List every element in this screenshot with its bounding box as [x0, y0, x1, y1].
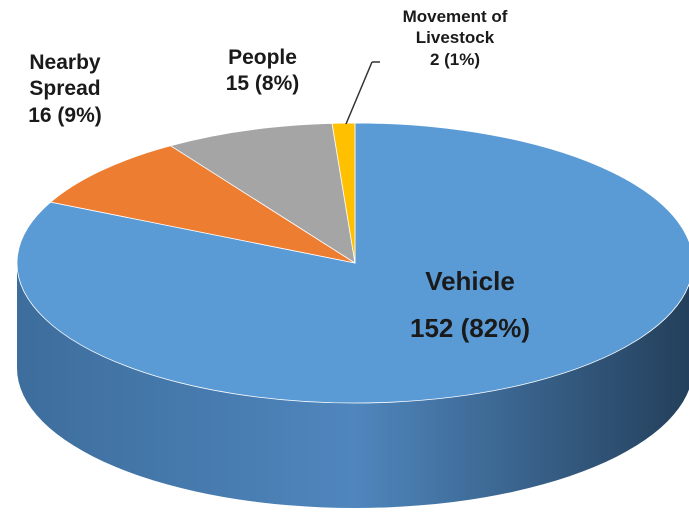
category-label: Movement of Livestock: [402, 7, 508, 48]
slice-label: Movement of Livestock 2 (1%): [380, 6, 530, 70]
value-label: 2 (1%): [429, 49, 481, 69]
value-label: 16 (9%): [28, 103, 102, 127]
slice: [49, 145, 356, 264]
category-label: People: [228, 46, 297, 69]
value-label: 152 (82%): [410, 312, 530, 343]
slice: [331, 122, 356, 264]
slice: [169, 122, 356, 264]
leader-line: [345, 61, 373, 125]
value-label: 15 (8%): [225, 72, 300, 96]
slice-label: People 15 (8%): [200, 45, 325, 98]
category-label: Nearby Spread: [29, 51, 101, 101]
category-label: Vehicle: [425, 266, 515, 296]
slice-label: Vehicle 152 (82%): [370, 258, 570, 352]
slice-label: Nearby Spread 16 (9%): [0, 50, 130, 129]
slice-side: [17, 263, 689, 508]
